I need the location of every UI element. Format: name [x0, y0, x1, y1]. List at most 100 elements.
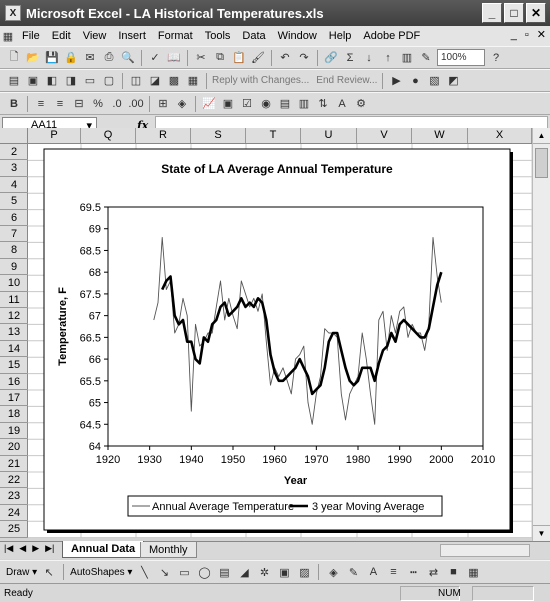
row-header-4[interactable]: 4	[0, 177, 28, 194]
horizontal-scrollbar[interactable]	[440, 544, 530, 557]
scroll-icon[interactable]: ⇅	[318, 98, 328, 110]
cut-icon[interactable]: ✂	[196, 52, 206, 64]
percent-icon[interactable]: %	[93, 97, 103, 110]
review-icon-10[interactable]: ▦	[187, 75, 199, 87]
help-icon[interactable]: ?	[492, 51, 500, 64]
merge-icon[interactable]: ⊟	[74, 98, 84, 110]
row-header-17[interactable]: 17	[0, 390, 28, 407]
3d-icon[interactable]: ▦	[468, 566, 479, 579]
menu-window[interactable]: Window	[277, 30, 317, 42]
paste-icon[interactable]: 📋	[232, 52, 246, 64]
end-review-button[interactable]: End Review...	[316, 75, 378, 86]
doc-close-icon[interactable]: ✕	[536, 29, 546, 41]
email-icon[interactable]: ✉	[85, 52, 95, 64]
align-left-icon[interactable]: ≡	[37, 97, 45, 110]
line-style-icon[interactable]: ≡	[390, 566, 397, 578]
fill-color-icon[interactable]: ◈	[177, 98, 187, 110]
increase-decimal-icon[interactable]: .0	[112, 97, 122, 110]
column-header-q[interactable]: Q	[81, 128, 136, 143]
row-header-14[interactable]: 14	[0, 341, 28, 358]
tab-monthly[interactable]: Monthly	[140, 542, 197, 558]
menu-tools[interactable]: Tools	[204, 30, 231, 42]
wordart-icon[interactable]: ◢	[240, 566, 249, 579]
combo-icon[interactable]: ▥	[298, 98, 310, 110]
review-icon-8[interactable]: ◪	[149, 75, 161, 87]
dash-style-icon[interactable]: ┅	[410, 566, 417, 579]
row-header-11[interactable]: 11	[0, 292, 28, 308]
macro-icon-1[interactable]: ▧	[429, 75, 440, 87]
borders-icon[interactable]: ⊞	[158, 98, 168, 110]
row-header-5[interactable]: 5	[0, 193, 28, 210]
format-painter-icon[interactable]: 🖌	[251, 52, 265, 64]
shadow-icon[interactable]: ■	[450, 566, 457, 578]
properties-icon[interactable]: ⚙	[356, 98, 366, 110]
scroll-down-icon[interactable]: ▼	[533, 525, 550, 541]
font-color-icon[interactable]: A	[369, 566, 378, 578]
review-icon-9[interactable]: ▩	[168, 75, 180, 87]
row-header-22[interactable]: 22	[0, 472, 28, 489]
permission-icon[interactable]: 🔒	[64, 52, 78, 64]
chart-icon-1[interactable]: 📈	[202, 98, 216, 110]
redo-icon[interactable]: ↷	[299, 52, 309, 64]
picture-icon[interactable]: ▨	[299, 566, 310, 579]
menu-edit[interactable]: Edit	[51, 30, 71, 42]
excel-app-icon[interactable]: X	[5, 5, 21, 21]
row-header-21[interactable]: 21	[0, 456, 28, 472]
select-all-corner[interactable]	[0, 128, 28, 143]
oval-icon[interactable]: ◯	[198, 566, 211, 579]
menu-format[interactable]: Format	[157, 30, 193, 42]
menu-data[interactable]: Data	[242, 30, 266, 42]
name-box-dropdown-icon[interactable]: ▾	[86, 119, 92, 132]
chart-wizard-icon[interactable]: ▥	[401, 52, 413, 64]
close-button[interactable]: ✕	[526, 3, 546, 23]
row-header-3[interactable]: 3	[0, 160, 28, 177]
hyperlink-icon[interactable]: 🔗	[324, 52, 338, 64]
rectangle-icon[interactable]: ▭	[179, 566, 190, 579]
fx-icon[interactable]: fx	[137, 118, 149, 132]
drawing-icon[interactable]: ✎	[421, 52, 431, 64]
arrow-style-icon[interactable]: ⇄	[428, 566, 439, 579]
review-icon-3[interactable]: ◧	[46, 75, 58, 87]
line-color-icon[interactable]: ✎	[348, 566, 359, 579]
bold-icon[interactable]: B	[10, 97, 18, 110]
review-icon-7[interactable]: ◫	[130, 75, 142, 87]
print-icon[interactable]: ⎙	[104, 51, 114, 63]
chart-area[interactable]	[43, 148, 511, 531]
menu-help[interactable]: Help	[328, 30, 352, 42]
row-header-25[interactable]: 25	[0, 521, 28, 538]
textbox-icon[interactable]: ▤	[219, 566, 230, 579]
column-header-t[interactable]: T	[246, 128, 301, 143]
maximize-button[interactable]: □	[504, 3, 524, 23]
column-header-w[interactable]: W	[412, 128, 468, 143]
row-header-23[interactable]: 23	[0, 488, 28, 505]
row-header-15[interactable]: 15	[0, 357, 28, 374]
fill-bucket-icon[interactable]: ◈	[329, 566, 338, 579]
row-header-19[interactable]: 19	[0, 423, 28, 440]
row-header-9[interactable]: 9	[0, 259, 28, 276]
column-header-p[interactable]: P	[28, 128, 81, 143]
menu-insert[interactable]: Insert	[118, 30, 146, 42]
temperature-chart[interactable]: State of LA Average Annual Temperature 64…	[28, 144, 532, 538]
doc-restore-icon[interactable]: ▫	[524, 28, 529, 41]
align-center-icon[interactable]: ≡	[56, 97, 64, 110]
first-sheet-icon[interactable]: |◀	[4, 543, 14, 553]
zoom-combo[interactable]: 100%	[437, 49, 485, 66]
diagram-icon[interactable]: ✲	[259, 566, 270, 579]
sort-desc-icon[interactable]: ↑	[385, 51, 391, 64]
list-icon[interactable]: ▤	[279, 98, 291, 110]
select-pointer-icon[interactable]: ↖	[44, 566, 54, 579]
research-icon[interactable]: 📖	[167, 52, 181, 64]
review-icon-5[interactable]: ▭	[84, 75, 96, 87]
sort-asc-icon[interactable]: ↓	[366, 51, 372, 64]
label-icon[interactable]: A	[338, 97, 346, 110]
review-icon-1[interactable]: ▤	[8, 75, 20, 87]
column-header-v[interactable]: V	[357, 128, 412, 143]
row-header-10[interactable]: 10	[0, 275, 28, 292]
column-header-r[interactable]: R	[136, 128, 191, 143]
undo-icon[interactable]: ↶	[280, 52, 290, 64]
next-sheet-icon[interactable]: ▶	[32, 543, 40, 553]
column-header-x[interactable]: X	[468, 128, 532, 143]
decrease-decimal-icon[interactable]: .00	[128, 97, 144, 110]
row-header-24[interactable]: 24	[0, 505, 28, 522]
sheet-grid[interactable]: State of LA Average Annual Temperature 64…	[28, 144, 532, 538]
